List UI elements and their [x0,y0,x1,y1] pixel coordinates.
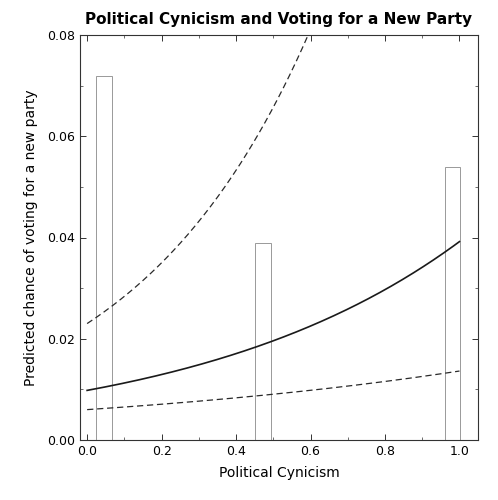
X-axis label: Political Cynicism: Political Cynicism [219,466,339,480]
Bar [445,166,460,440]
Bar [255,242,271,440]
Bar [97,76,112,440]
Y-axis label: Predicted chance of voting for a new party: Predicted chance of voting for a new par… [24,89,38,386]
Title: Political Cynicism and Voting for a New Party: Political Cynicism and Voting for a New … [85,12,473,27]
